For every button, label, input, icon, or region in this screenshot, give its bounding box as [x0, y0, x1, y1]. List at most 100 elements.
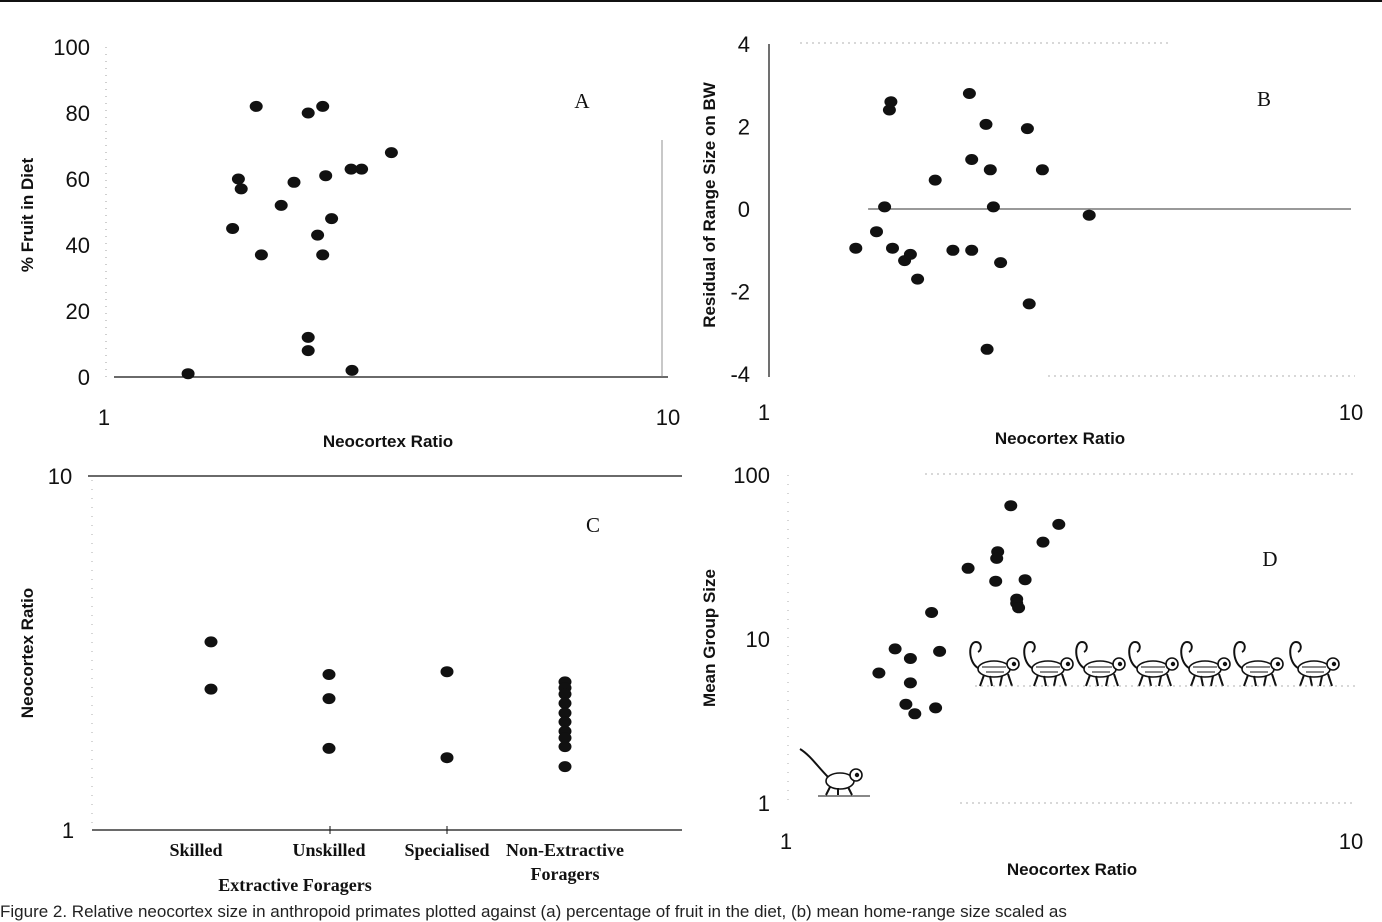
panel-c-point: [322, 693, 336, 705]
panel-b-letter: B: [1257, 87, 1271, 111]
panel-d-point: [1004, 500, 1018, 512]
figure-caption: Figure 2. Relative neocortex size in ant…: [0, 902, 1067, 921]
panel-a-point: [319, 170, 333, 182]
panel-b-point: [1082, 209, 1096, 221]
panel-b-point: [946, 244, 960, 256]
panel-b-point: [886, 242, 899, 254]
monkey-illustration: [1023, 640, 1074, 687]
panel-a-y-tick: 60: [66, 167, 90, 192]
panel-d: 1 10 100 1 10 Neocortex Ratio Mean Group S…: [700, 463, 1363, 879]
panel-b: -4 -2 0 2 4 1 10 Neocortex Ratio Residual of…: [700, 32, 1363, 448]
panel-b-point: [965, 244, 979, 256]
monkey-illustration: [1128, 640, 1179, 687]
panel-a-point: [384, 147, 398, 159]
panel-a-point: [231, 173, 245, 185]
panel-a: 0 20 40 60 80 100 1 10 Neocortex Ratio % Frui…: [18, 35, 680, 451]
panel-b-point: [911, 273, 925, 285]
panel-a-point: [316, 249, 330, 261]
panel-a-point: [311, 229, 325, 241]
panel-a-letter: A: [574, 89, 590, 113]
panel-a-y-tick: 20: [66, 299, 90, 324]
panel-d-point: [888, 643, 902, 655]
panel-b-point: [994, 257, 1008, 269]
panel-d-point: [925, 607, 939, 618]
panel-b-point: [986, 201, 1000, 213]
panel-c-x-label: Extractive Foragers: [218, 875, 371, 895]
prosimian-illustration: [799, 748, 870, 797]
panel-a-x-label: Neocortex Ratio: [323, 432, 453, 451]
panel-b-point: [962, 88, 976, 99]
panel-b-x-label: Neocortex Ratio: [995, 429, 1125, 448]
panel-d-point: [990, 552, 1004, 564]
panel-a-x-tick-1: 1: [98, 405, 110, 430]
panel-a-y-tick: 40: [66, 233, 90, 258]
panel-a-point: [181, 368, 195, 380]
panel-a-point: [226, 223, 240, 234]
panel-b-point: [884, 96, 898, 108]
panel-d-point: [908, 708, 922, 720]
panel-d-point: [961, 562, 975, 574]
panel-a-x-tick-10: 10: [656, 405, 680, 430]
panel-c-category-label: Skilled: [169, 840, 222, 860]
panel-a-point: [301, 331, 315, 343]
panel-b-point: [965, 154, 979, 165]
panel-b-point: [878, 201, 892, 213]
panel-d-y-tick: 1: [758, 791, 770, 816]
panel-c-point: [322, 742, 336, 754]
panel-b-point: [979, 118, 993, 130]
panel-c-point: [558, 761, 572, 773]
panel-d-point: [872, 667, 886, 679]
panel-a-point: [234, 183, 248, 195]
panel-b-point: [1020, 123, 1034, 135]
panel-c-point: [558, 741, 572, 753]
panel-d-point: [933, 645, 947, 657]
panel-b-y-tick: 2: [738, 115, 750, 140]
panel-d-point: [989, 575, 1003, 587]
panel-d-y-tick: 100: [733, 463, 770, 488]
panel-b-point: [980, 343, 994, 355]
panel-a-point: [301, 345, 315, 357]
panel-a-y-tick: 80: [66, 101, 90, 126]
panel-a-point: [355, 163, 369, 175]
panel-b-y-tick: 0: [738, 197, 750, 222]
panel-d-point: [929, 702, 943, 714]
panel-d-point: [903, 677, 917, 689]
panel-a-point: [325, 213, 339, 225]
panel-a-point: [345, 364, 359, 376]
panel-c-point: [558, 707, 572, 719]
panel-b-point: [983, 164, 997, 176]
panel-a-point: [287, 176, 301, 188]
panel-c-category-label: Foragers: [531, 864, 600, 884]
monkey-illustration: [1289, 640, 1340, 687]
panel-d-y-tick: 10: [746, 627, 770, 652]
panel-a-y-tick: 0: [78, 365, 90, 390]
monkey-illustration: [1233, 640, 1284, 687]
panel-c-point: [204, 636, 218, 648]
panel-a-point: [344, 163, 358, 175]
panel-b-point: [849, 242, 863, 254]
panel-a-point: [301, 107, 315, 119]
panel-c-point: [558, 716, 572, 728]
panel-d-point: [1018, 574, 1032, 586]
panel-a-point: [249, 100, 263, 112]
top-rule: [0, 0, 1382, 2]
panel-b-x-tick-10: 10: [1339, 400, 1363, 425]
panel-d-point: [1012, 602, 1026, 614]
panel-d-point: [1036, 536, 1050, 548]
panel-c-category-label: Unskilled: [292, 840, 365, 860]
panel-d-point: [899, 698, 913, 710]
monkey-illustration: [1180, 640, 1231, 687]
monkey-illustration: [1075, 640, 1126, 687]
panel-b-point: [928, 174, 942, 186]
panel-d-x-tick-1: 1: [780, 829, 792, 854]
panel-c-point: [558, 688, 572, 700]
panel-c-point: [322, 669, 336, 680]
panel-b-y-tick: -2: [730, 280, 750, 305]
panel-d-y-label: Mean Group Size: [700, 569, 719, 707]
panel-b-y-tick: 4: [738, 32, 750, 57]
panel-c-point: [440, 666, 454, 678]
panel-a-point: [274, 199, 288, 211]
panel-a-point: [316, 100, 330, 112]
panel-a-y-tick: 100: [53, 35, 90, 60]
